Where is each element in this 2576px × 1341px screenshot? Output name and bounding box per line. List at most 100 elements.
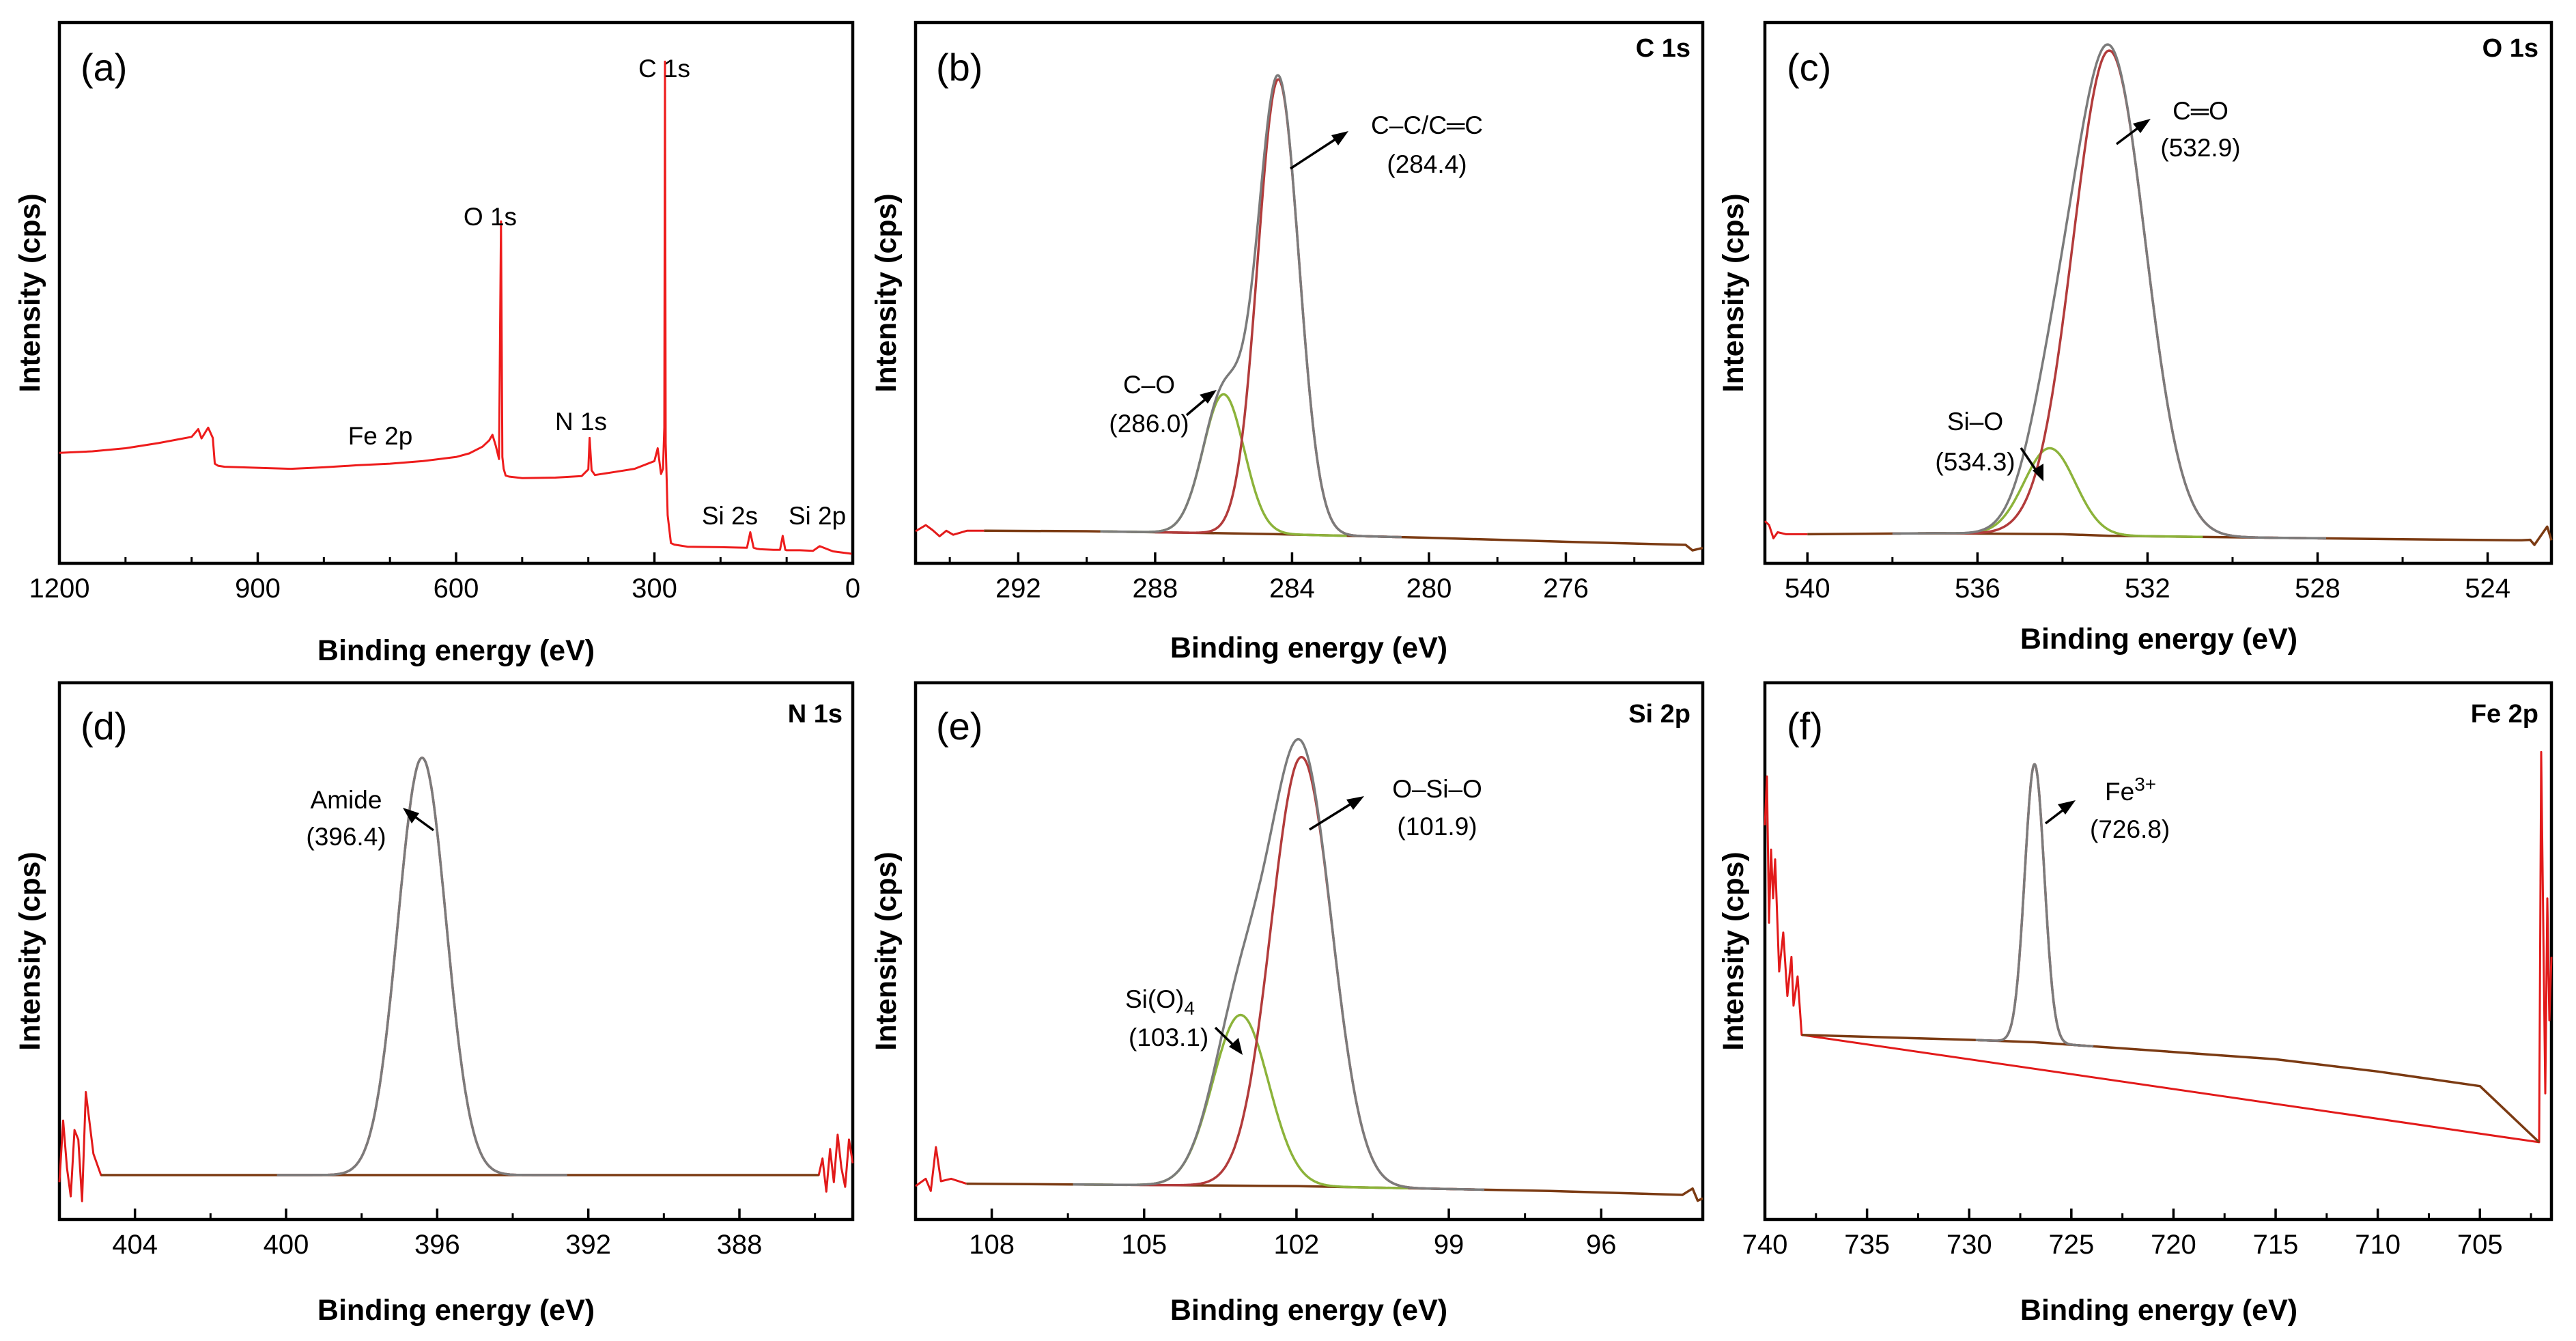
x-tick-label: 730 — [1947, 1230, 1992, 1260]
annotation-osio-arrowhead — [1346, 796, 1364, 810]
panel-d-n1s: 404 400 396 392 388 (d) N 1s Amide (396.4) B… — [14, 681, 855, 1327]
annotation-ceqo-name: C═O — [2172, 97, 2228, 125]
annotation-sio-arrow — [2020, 447, 2038, 472]
panel-a-frame — [57, 20, 855, 565]
annotation-osio-arrow — [1309, 800, 1355, 831]
panel-d-curves — [58, 757, 854, 1202]
panel-b-frame — [914, 20, 1705, 565]
panel-f-y-axis-title: Intensity (cps) — [1717, 851, 1750, 1051]
x-tick-label: 400 — [264, 1230, 309, 1260]
panel-a-survey: 1200 900 600 300 0 (a) C 1s O 1s Fe 2p N 1s … — [14, 20, 860, 667]
annotation-co-value: (286.0) — [1109, 410, 1189, 438]
panel-d-frame — [57, 681, 855, 1222]
panel-b-c1s: 292 288 284 280 276 (b) C 1s C–C/C═C (284.4)… — [870, 20, 1705, 664]
panel-f-x-ticks: 740 735 730 725 720 715 710 705 — [1742, 1209, 2532, 1260]
x-tick-label: 99 — [1434, 1230, 1464, 1260]
panel-a-label: (a) — [81, 46, 127, 89]
panel-c-o1s: 540 536 532 528 524 (c) O 1s C═O (532.9) Si–… — [1717, 20, 2553, 655]
x-tick-label: 715 — [2253, 1230, 2299, 1260]
annotation-osio-name: O–Si–O — [1392, 775, 1482, 803]
panel-c-label: (c) — [1787, 46, 1831, 89]
x-tick-label: 392 — [565, 1230, 611, 1260]
annotation-cc-arrowhead — [1331, 131, 1348, 145]
x-tick-label: 528 — [2295, 574, 2340, 604]
x-tick-label: 0 — [845, 574, 860, 604]
annotation-amide-value: (396.4) — [306, 823, 386, 851]
annotation-fe3-value: (726.8) — [2090, 815, 2170, 843]
panel-f-label: (f) — [1787, 705, 1823, 748]
annotation-co-arrowhead — [1200, 390, 1217, 404]
annotation-cc: C–C/C═C (284.4) — [1290, 111, 1483, 178]
panel-b-x-axis-title: Binding energy (eV) — [1170, 632, 1447, 664]
panel-c-x-axis-title: Binding energy (eV) — [2020, 623, 2297, 655]
x-tick-label: 284 — [1269, 574, 1315, 604]
background-line — [966, 1182, 1703, 1202]
survey-spectrum-line — [59, 60, 853, 555]
panel-c-curves — [1764, 43, 2553, 546]
envelope-line — [1975, 763, 2095, 1048]
panel-e-x-axis-title: Binding energy (eV) — [1170, 1294, 1447, 1327]
panel-e-y-axis-title: Intensity (cps) — [870, 851, 903, 1051]
o1s-peak-label: O 1s — [464, 203, 517, 231]
x-tick-label: 540 — [1785, 574, 1830, 604]
annotation-fe3-name-main: Fe — [2105, 778, 2134, 806]
envelope-line — [1099, 74, 1402, 539]
panel-e-label: (e) — [936, 705, 982, 748]
x-tick-label: 388 — [717, 1230, 763, 1260]
annotation-ceqo: C═O (532.9) — [2115, 97, 2241, 162]
panel-e-curves — [915, 737, 1703, 1202]
panel-e-x-ticks: 108 105 102 99 96 — [969, 1209, 1616, 1260]
annotation-co: C–O (286.0) — [1109, 371, 1217, 438]
envelope-line — [1072, 737, 1485, 1191]
x-tick-label: 720 — [2151, 1230, 2196, 1260]
annotation-cc-name: C–C/C═C — [1371, 111, 1483, 139]
annotation-osio: O–Si–O (101.9) — [1309, 775, 1482, 841]
annotation-fe3: Fe3+ (726.8) — [2044, 774, 2170, 843]
panel-f-corner-label: Fe 2p — [2471, 700, 2538, 729]
annotation-sio4-arrow — [1214, 1026, 1236, 1047]
c1s-peak-label: C 1s — [638, 55, 690, 83]
x-tick-label: 725 — [2048, 1230, 2094, 1260]
panel-a-y-axis-title: Intensity (cps) — [14, 193, 46, 393]
panel-e-si2p: 108 105 102 99 96 (e) Si 2p O–Si–O (101.9) S… — [870, 681, 1705, 1327]
x-tick-label: 102 — [1274, 1230, 1320, 1260]
annotation-sio4-name: Si(O)4 — [1125, 985, 1195, 1019]
panel-f-x-axis-title: Binding energy (eV) — [2020, 1294, 2297, 1327]
annotation-fe3-arrowhead — [2058, 800, 2076, 815]
annotation-sio-name: Si–O — [1947, 408, 2003, 436]
x-tick-label: 288 — [1133, 574, 1178, 604]
panel-c-corner-label: O 1s — [2482, 34, 2538, 63]
x-tick-label: 292 — [995, 574, 1041, 604]
panel-c-x-ticks: 540 536 532 528 524 — [1785, 552, 2510, 604]
x-tick-label: 532 — [2125, 574, 2170, 604]
x-tick-label: 524 — [2465, 574, 2510, 604]
panel-b-corner-label: C 1s — [1636, 34, 1690, 63]
raw-spectrum-line — [1764, 520, 1808, 539]
panel-d-x-axis-title: Binding energy (eV) — [317, 1294, 595, 1327]
annotation-sio4-value: (103.1) — [1129, 1024, 1208, 1051]
panel-f-curves — [1764, 750, 2553, 1144]
x-tick-label: 705 — [2457, 1230, 2503, 1260]
n1s-peak-label: N 1s — [555, 408, 607, 436]
fe2p-peak-label: Fe 2p — [348, 422, 413, 450]
annotation-sio4-subscript: 4 — [1184, 998, 1195, 1019]
envelope-line — [276, 757, 568, 1176]
panel-a-x-axis-title: Binding energy (eV) — [317, 634, 595, 667]
panel-b-label: (b) — [936, 46, 982, 89]
x-tick-label: 740 — [1742, 1230, 1788, 1260]
panel-b-curves — [915, 74, 1703, 552]
si2p-peak-label: Si 2p — [789, 502, 846, 530]
annotation-cc-arrow — [1290, 135, 1340, 170]
x-tick-label: 1200 — [29, 574, 90, 604]
si2s-peak-label: Si 2s — [702, 502, 758, 530]
x-tick-label: 280 — [1406, 574, 1452, 604]
x-tick-label: 276 — [1543, 574, 1589, 604]
raw-spectrum-line — [1764, 750, 2553, 1144]
panel-f-frame — [1763, 681, 2553, 1222]
x-tick-label: 300 — [632, 574, 677, 604]
x-tick-label: 105 — [1121, 1230, 1167, 1260]
annotation-amide-arrowhead — [403, 808, 419, 823]
raw-spectrum-line — [915, 524, 985, 537]
annotation-sio4-name-main: Si(O) — [1125, 985, 1184, 1013]
